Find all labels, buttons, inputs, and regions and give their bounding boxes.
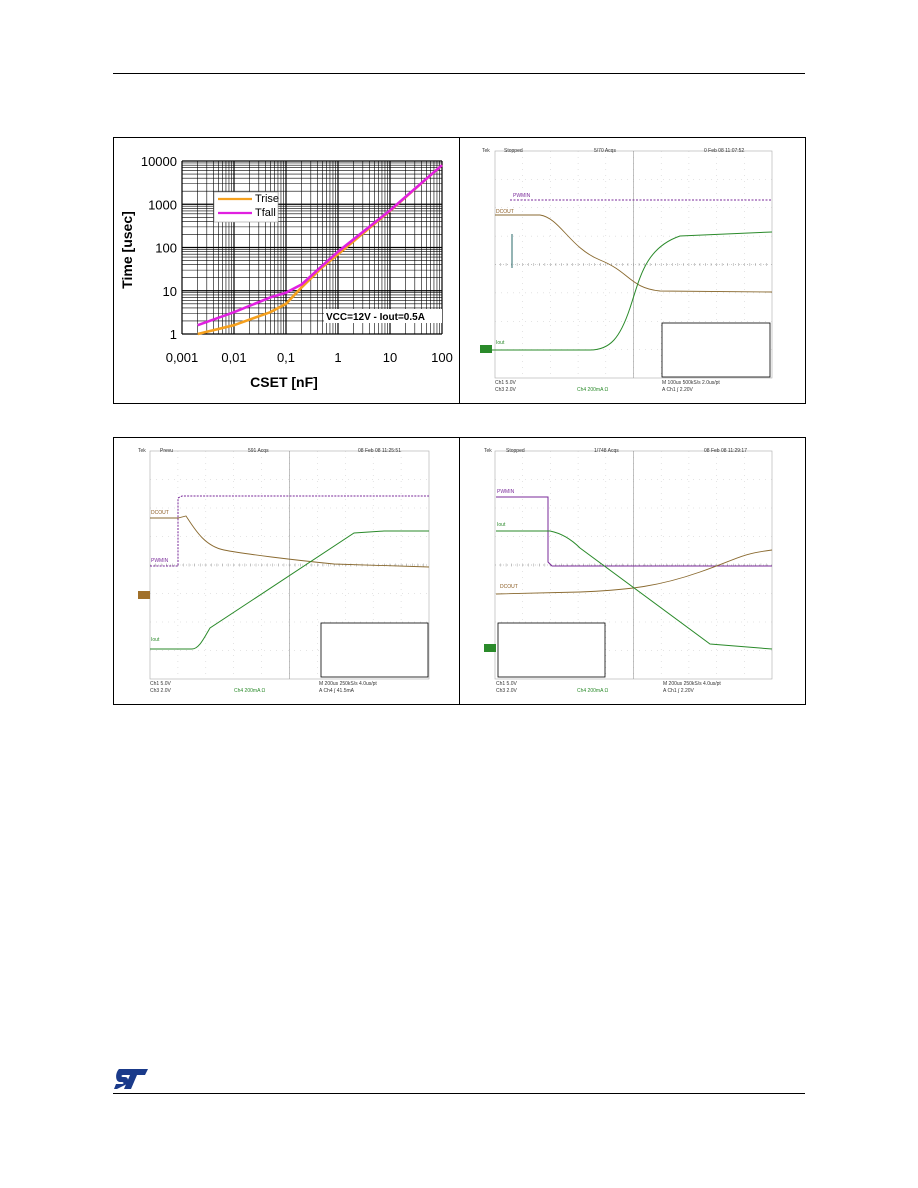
x-tick-label: 0,01 [221, 350, 246, 365]
scope3-label-brown: DCOUT [500, 584, 518, 590]
scope3-label-green: Iout [497, 522, 506, 528]
x-tick-label: 10 [383, 350, 397, 365]
scope3-status-acqs: 1/748 Acqs [594, 448, 619, 454]
scope3-status-date: 08 Feb 08 11:29:17 [704, 448, 747, 454]
scope3-label-purple: PWMIN [497, 489, 515, 495]
scope3-ch4-marker [484, 644, 496, 652]
scope2-trace-green [150, 530, 429, 650]
scope2-status-acqs: 591 Acqs [248, 448, 269, 454]
x-tick-label: 100 [431, 350, 453, 365]
scope1-status-date: 0 Feb 08 11:07:52 [704, 148, 744, 154]
y-tick-label: 1000 [148, 197, 177, 212]
scope1-trace-green [482, 231, 773, 351]
scope2-footer-5: A Ch4 ∫ 41.5mA [319, 688, 355, 694]
scope1-label-brown: DCOUT [496, 209, 514, 215]
scope1-status-acqs: 5/70 Acqs [594, 148, 616, 154]
scope1-footer-4: M 100us 500kS/s 2.0us/pt [662, 380, 720, 386]
x-tick-label: 0,001 [166, 350, 199, 365]
legend-box [213, 191, 279, 223]
scope-panel-3: Tek Stopped 1/748 Acqs 08 Feb 08 11:29:1… [459, 437, 806, 705]
scope1-footer-2: Ch3 2.0V [495, 387, 517, 393]
chart-series [197, 164, 443, 336]
y-tick-label: 1 [170, 327, 177, 342]
scope1-ch4-marker [480, 345, 492, 353]
scope2-footer-1: Ch1 5.0V [150, 681, 172, 687]
footer-rule [113, 1093, 805, 1094]
scope2-blank-box [320, 622, 429, 678]
series-line-tfall [197, 164, 443, 327]
y-tick-label: 100 [155, 241, 177, 256]
oscilloscope-capture-1: Tek Stopped 5/70 Acqs 0 Feb 08 11:07:52 … [480, 148, 773, 393]
chart-annotation: VCC=12V - Iout=0.5A [326, 312, 425, 323]
scope3-blank-box [497, 622, 606, 678]
chart-grid [181, 160, 443, 335]
x-axis-label: CSET [nF] [250, 374, 318, 390]
legend-label-tfall: Tfall [255, 207, 276, 219]
scope2-footer-2: Ch3 2.0V [150, 688, 172, 694]
scope2-footer-3: Ch4 200mA Ω [234, 688, 266, 694]
scope3-footer-5: A Ch1 ∫ 2.20V [663, 688, 695, 694]
scope2-status-date: 08 Feb 08 11:25:51 [358, 448, 401, 454]
oscilloscope-capture-3: Tek Stopped 1/748 Acqs 08 Feb 08 11:29:1… [484, 448, 773, 694]
y-axis-label: Time [usec] [119, 211, 135, 289]
chart-panel: 0,001 0,01 0,1 1 10 100 1 10 100 1000 10000 Trise … [113, 137, 460, 404]
scope2-footer-4: M 200us 250kS/s 4.0us/pt [319, 681, 377, 687]
scope1-status-tek: Tek [482, 148, 490, 154]
annotation-bg [324, 309, 442, 323]
scope3-footer-2: Ch3 2.0V [496, 688, 518, 694]
scope1-footer-1: Ch1 5.0V [495, 380, 517, 386]
y-tick-label: 10 [163, 284, 177, 299]
oscilloscope-capture-2: Tek Prevu 591 Acqs 08 Feb 08 11:25:51 PW… [138, 448, 430, 694]
x-tick-label: 1 [334, 350, 341, 365]
scope2-status-run: Prevu [160, 448, 173, 454]
scope2-label-green: Iout [151, 637, 160, 643]
scope2-label-brown: DCOUT [151, 510, 169, 516]
scope1-footer-3: Ch4 200mA Ω [577, 387, 609, 393]
scope1-footer-5: A Ch1 ∫ 2.20V [662, 387, 694, 393]
header-rule [113, 73, 805, 74]
scope1-status-run: Stopped [504, 148, 523, 154]
scope3-trace-brown [495, 549, 773, 595]
scope1-label-purple: PWMIN [513, 193, 531, 199]
scope3-trace-purple [496, 496, 772, 567]
scope3-status-tek: Tek [484, 448, 492, 454]
st-logo-icon [114, 1069, 148, 1089]
scope2-trace-purple [150, 495, 429, 567]
scope-panel-1: Tek Stopped 5/70 Acqs 0 Feb 08 11:07:52 … [459, 137, 806, 404]
scope3-status-run: Stopped [506, 448, 525, 454]
scope3-footer-1: Ch1 5.0V [496, 681, 518, 687]
scope2-status-tek: Tek [138, 448, 146, 454]
scope3-trace-green [496, 530, 773, 650]
scope3-footer-4: M 200us 250kS/s 4.0us/pt [663, 681, 721, 687]
scope1-blank-box [661, 322, 771, 378]
x-tick-label: 0,1 [277, 350, 295, 365]
legend-label-trise: Trise [255, 193, 279, 205]
chart-ticks: 0,001 0,01 0,1 1 10 100 1 10 100 1000 10000 [141, 154, 453, 365]
scope2-trace-brown [150, 515, 430, 568]
scope-panel-2: Tek Prevu 591 Acqs 08 Feb 08 11:25:51 PW… [113, 437, 460, 705]
y-tick-label: 10000 [141, 154, 177, 169]
scope3-footer-3: Ch4 200mA Ω [577, 688, 609, 694]
scope2-label-purple: PWMIN [151, 558, 169, 564]
scope2-ch3-marker [138, 591, 150, 599]
scope1-label-green: Iout [496, 340, 505, 346]
scope1-trace-brown [495, 214, 773, 293]
scope1-grid [494, 150, 773, 379]
